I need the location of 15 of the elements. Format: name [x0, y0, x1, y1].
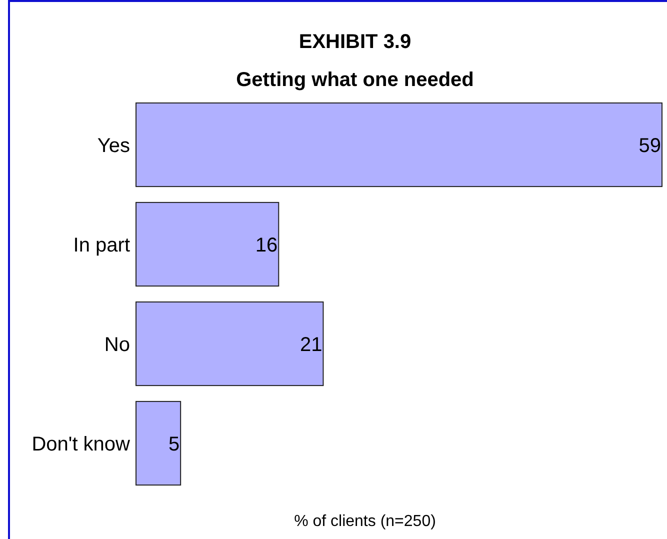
bar — [136, 301, 324, 386]
bar — [136, 202, 280, 287]
chart-subtitle: Getting what one needed — [236, 69, 474, 91]
y-tick-label: No — [104, 334, 130, 356]
data-label: 59 — [638, 134, 661, 157]
y-tick-label: Yes — [97, 134, 130, 157]
chart-title: EXHIBIT 3.9 — [298, 31, 412, 53]
x-axis-title: % of clients (n=250) — [294, 513, 436, 530]
data-label: 21 — [300, 334, 322, 356]
data-label: 5 — [168, 433, 180, 456]
bar — [136, 400, 182, 486]
y-tick-label: Don't know — [32, 433, 131, 456]
y-tick-label: In part — [73, 234, 130, 256]
bar — [136, 102, 662, 188]
data-label: 16 — [255, 234, 278, 256]
